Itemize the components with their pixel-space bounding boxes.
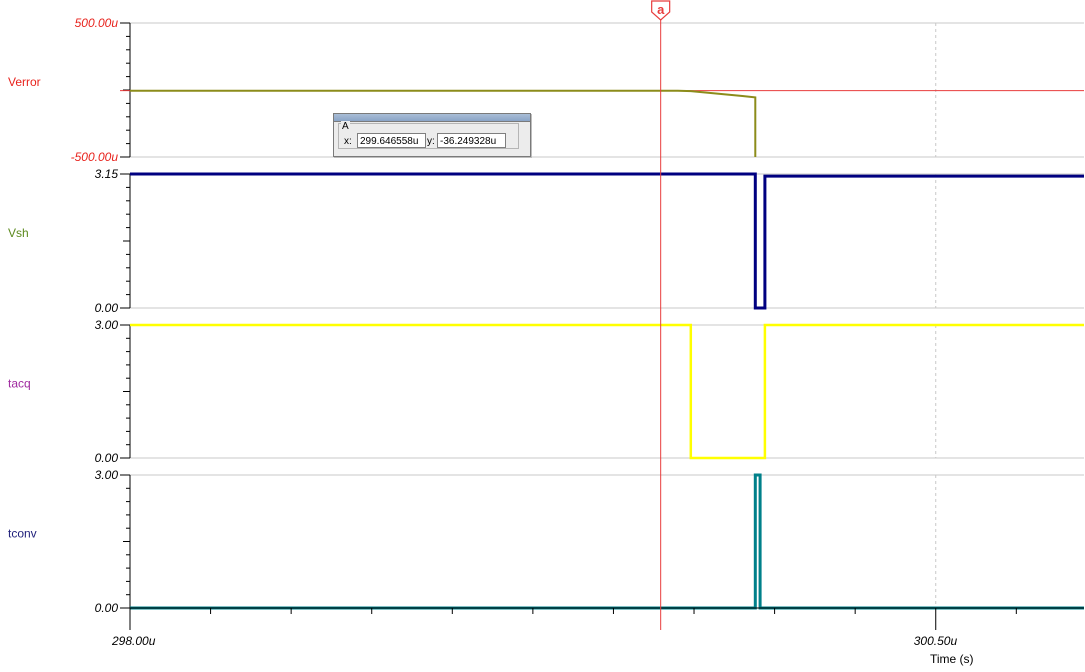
verror-panel-label: Verror	[8, 75, 41, 89]
verror-trace[interactable]	[130, 89, 757, 157]
cursor-marker-label: a	[657, 2, 665, 17]
vsh-panel-label: Vsh	[8, 226, 29, 240]
cursor-box-group	[338, 123, 519, 149]
tacq-y-tick-label: 0.00	[95, 451, 119, 465]
vsh-trace[interactable]	[130, 172, 1084, 310]
tconv-trace[interactable]	[130, 473, 1084, 610]
tconv-y-tick-label: 0.00	[95, 601, 119, 615]
tacq-y-tick-label: 3.00	[95, 318, 119, 332]
cursor-y-label: y:	[427, 136, 435, 147]
verror-y-tick-label: 500.00u	[75, 16, 119, 30]
x-axis-title: Time (s)	[930, 652, 974, 666]
tconv-y-tick-label: 3.00	[95, 468, 119, 482]
cursor-x-label: x:	[344, 136, 352, 147]
tconv-panel-label: tconv	[8, 527, 37, 541]
cursor-box-title: A	[341, 121, 350, 132]
x-tick-label: 298.00u	[111, 634, 156, 648]
cursor-y-field[interactable]: -36.249328u	[437, 133, 506, 148]
cursor-readout-box[interactable]: A x: 299.646558u y: -36.249328u	[333, 113, 531, 157]
verror-y-tick-label: -500.00u	[71, 150, 119, 164]
cursor-box-titlebar[interactable]	[334, 114, 530, 122]
x-tick-label: 300.50u	[914, 634, 958, 648]
tacq-trace[interactable]	[130, 323, 1084, 460]
cursor-x-field[interactable]: 299.646558u	[357, 133, 426, 148]
cursor-marker[interactable]	[651, 0, 671, 21]
vsh-y-tick-label: 0.00	[95, 301, 119, 315]
vsh-y-tick-label: 3.15	[95, 167, 119, 181]
tacq-panel-label: tacq	[8, 377, 31, 391]
